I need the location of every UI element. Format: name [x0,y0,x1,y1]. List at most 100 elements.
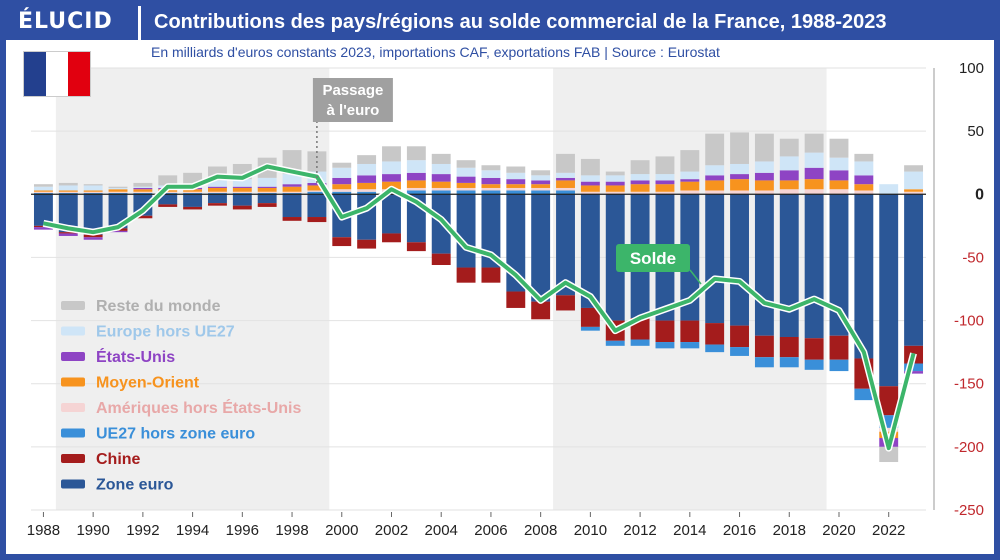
flag-stripe-blue [24,52,46,96]
flag-stripe-white [46,52,68,96]
bar-moyen_orient-2018 [779,180,799,190]
bar-moyen_orient-2020 [829,180,849,190]
bar-ameriques_hors_eu-2000 [332,189,352,192]
bar-ue27_hors_zone_euro-1993 [158,193,178,195]
y-tick-label-100: 100 [959,60,984,77]
bar-etats_unis-2007 [506,179,526,185]
bar-reste_du_monde-2007 [506,166,526,173]
bar-moyen_orient-2013 [655,184,675,192]
bar-etats_unis-2014 [680,179,700,182]
bar-ue27_hors_zone_euro-2001 [357,191,377,195]
bar-europe_hors_ue27-2017 [754,161,774,173]
bar-ue27_hors_zone_euro-2006 [481,190,501,195]
stacked-bars [33,132,924,463]
bar-etats_unis-2017 [754,172,774,181]
bar-etats_unis-2012 [630,180,650,185]
bar-chine-1989 [58,232,78,234]
bar-chine-2018 [779,336,799,358]
bar-reste_du_monde-2012 [630,160,650,175]
bar-reste_du_monde-2002 [382,146,401,162]
bar-reste_du_monde-2014 [680,150,700,172]
bar-etats_unis-2009 [556,177,575,181]
bar-ue27_hors_zone_euro-1992 [133,193,153,195]
bar-ue27_hors_zone_euro-2010 [580,326,600,331]
bar-reste_du_monde-2019 [804,133,824,153]
bar-chine-1998 [282,217,302,221]
legend-swatch-zone_euro [61,479,85,489]
bar-moyen_orient-1998 [282,186,302,192]
bar-ameriques_hors_eu-2008 [531,187,551,191]
euro-annotation-box [312,78,393,122]
bar-etats_unis-2003 [406,172,426,181]
bar-etats_unis-2001 [357,175,377,183]
bar-ameriques_hors_eu-2021 [854,190,874,195]
bar-etats_unis-2016 [730,174,749,180]
bar-ameriques_hors_eu-1998 [282,191,302,194]
x-tick-label-2002: 2002 [375,522,408,539]
bar-ue27_hors_zone_euro-2004 [431,190,451,195]
bar-reste_du_monde-2008 [531,170,551,176]
bar-etats_unis-2006 [481,177,501,185]
legend-label-zone_euro: Zone euro [96,477,174,494]
bar-etats_unis-1997 [257,186,277,188]
legend-swatch-chine [61,454,85,463]
bar-moyen_orient-2012 [630,184,650,192]
bar-moyen_orient-2016 [730,179,749,191]
bar-ameriques_hors_eu-2011 [605,191,625,195]
bar-chine-1993 [158,204,178,207]
bar-moyen_orient-2001 [357,182,377,190]
bar-moyen_orient-2023 [904,189,924,192]
bar-etats_unis-2018 [779,170,799,181]
bar-reste_du_monde-1991 [108,186,128,188]
bar-etats_unis-1991 [108,230,128,233]
legend-label-chine: Chine [96,451,141,468]
bar-reste_du_monde-1988 [33,184,53,187]
bar-europe_hors_ue27-2010 [580,175,600,182]
solde-label-text: Solde [630,249,676,268]
bar-etats_unis-1996 [232,186,252,188]
bar-ameriques_hors_eu-2012 [630,191,650,195]
bar-reste_du_monde-2011 [605,171,625,176]
bar-moyen_orient-2006 [481,184,501,188]
bar-chine-2010 [580,307,600,327]
bar-ue27_hors_zone_euro-1989 [58,193,78,195]
bar-europe_hors_ue27-1990 [83,185,103,191]
bar-reste_du_monde-2006 [481,165,501,171]
bar-ameriques_hors_eu-2001 [357,189,377,192]
bar-zone_euro-2009 [556,194,575,296]
bar-reste_du_monde-2022 [879,446,899,463]
bar-europe_hors_ue27-2002 [382,161,401,175]
shaded-period-0 [55,68,330,510]
legend-label-ue27_hors_zone_euro: UE27 hors zone euro [96,426,255,443]
x-tick-label-1994: 1994 [176,522,209,539]
legend: Reste du monde Europe hors UE27 États-Unis… [61,298,301,494]
bar-chine-2000 [332,237,352,247]
bar-moyen_orient-1990 [83,190,103,192]
bar-reste_du_monde-1994 [183,172,203,185]
bar-europe_hors_ue27-2013 [655,174,675,181]
bar-chine-2009 [556,295,575,311]
bar-zone_euro-1989 [58,194,78,233]
bar-ue27_hors_zone_euro-2019 [804,359,824,370]
bar-zone_euro-2021 [854,194,874,359]
bar-europe_hors_ue27-2018 [779,156,799,171]
bar-chine-2020 [829,335,849,360]
bar-reste_du_monde-2023 [904,165,924,172]
bar-europe_hors_ue27-2020 [829,157,849,171]
bar-etats_unis-2011 [605,181,625,186]
bar-europe_hors_ue27-1992 [133,186,153,188]
bar-ameriques_hors_eu-2003 [406,187,426,191]
legend-swatch-ameriques_hors_eu [61,403,85,412]
x-tick-label-1998: 1998 [275,522,308,539]
bar-moyen_orient-2002 [382,181,401,190]
bar-etats_unis-2010 [580,181,600,186]
bar-europe_hors_ue27-1996 [232,179,252,187]
bar-ue27_hors_zone_euro-2023 [904,363,924,372]
bar-europe_hors_ue27-2015 [705,165,725,176]
bar-ameriques_hors_eu-2010 [580,191,600,195]
bar-chine-2002 [382,233,401,243]
bar-reste_du_monde-2015 [705,133,725,166]
bar-reste_du_monde-2001 [357,155,377,164]
bar-moyen_orient-2009 [556,180,575,188]
bar-reste_du_monde-2010 [580,158,600,176]
